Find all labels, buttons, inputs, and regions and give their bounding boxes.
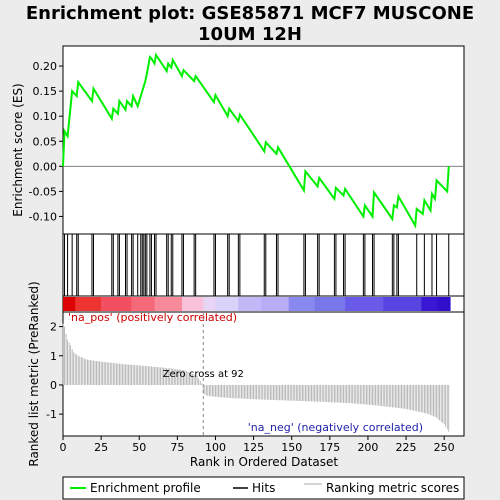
es-y-tick-label: 0.15 [33,85,58,98]
ranked-x-ticks: 0 25 50 75 100 125 150 175 200 225 250 [60,436,455,454]
zero-cross-label: Zero cross at 92 [163,369,244,380]
heatbar-cell [101,297,132,311]
x-tick-label: 250 [434,441,455,454]
heatbar-cell [215,297,239,311]
ranked-y-axis-label: Ranked list metric (PreRanked) [27,281,41,466]
negative-correlation-label: 'na_neg' (negatively correlated) [248,421,423,434]
heatbar-cell [203,297,216,311]
es-y-tick-label: 0.05 [33,135,58,148]
legend-label-ranking: Ranking metric scores [326,481,459,495]
legend: Enrichment profile Hits Ranking metric s… [62,476,465,500]
legend-label-hits: Hits [252,481,275,495]
hits-panel [62,233,465,297]
hits-plot-area [62,233,465,297]
es-y-axis-label: Enrichment score (ES) [11,83,25,216]
x-axis-label: Rank in Ordered Dataset [190,455,338,469]
heatbar-cell [288,297,315,311]
es-y-tick-label: -0.05 [29,185,57,198]
legend-frame [62,476,465,500]
enrichment-profile-line [62,52,450,229]
heatbar-cell [421,297,437,311]
chart-title-line2: 10UM 12H [198,24,302,45]
heatbar-cell [436,297,451,311]
ranked-plot-area [62,311,465,437]
heatbar-cell [238,297,262,311]
x-tick-label: 125 [243,441,264,454]
hit-lines [64,234,450,296]
ranked-y-tick-label: 0 [50,379,57,392]
x-tick-label: 100 [205,441,226,454]
legend-label-enrichment: Enrichment profile [90,481,201,495]
heatbar-cell [63,297,76,311]
x-tick-label: 225 [396,441,417,454]
heatbar-cell [154,297,183,311]
ranked-metric-bars [62,323,450,432]
es-panel: -0.10 -0.05 0.00 0.05 0.10 0.15 0.20 Enrichmen… [11,45,465,235]
heatbar-cells [63,297,451,311]
chart-title-line1: Enrichment plot: GSE85871 MCF7 MUSCONE [26,3,474,24]
ranked-y-ticks: -1 0 1 2 [46,321,63,421]
ranked-y-tick-label: -1 [46,408,57,421]
x-tick-label: 175 [319,441,340,454]
heatbar-cell [75,297,102,311]
ranked-y-tick-label: 1 [50,350,57,363]
es-y-tick-label: 0.00 [33,160,58,173]
es-y-ticks: -0.10 -0.05 0.00 0.05 0.10 0.15 0.20 [29,60,63,223]
heatbar-cell [131,297,155,311]
positive-correlation-label: 'na_pos' (positively correlated) [68,311,237,324]
es-y-tick-label: -0.10 [29,210,57,223]
x-tick-label: 50 [132,441,146,454]
ranked-metric-panel: -1 0 1 2 0 25 50 75 100 125 150 175 200 225 250 'na_p… [27,281,465,469]
x-tick-label: 200 [357,441,378,454]
heatbar-cell [314,297,346,311]
ranked-y-tick-label: 2 [50,321,57,334]
x-tick-label: 150 [281,441,302,454]
x-tick-label: 25 [94,441,108,454]
heatbar-cell [261,297,289,311]
es-y-tick-label: 0.10 [33,110,58,123]
x-tick-label: 0 [60,441,67,454]
heatbar-cell [383,297,422,311]
es-y-tick-label: 0.20 [33,60,58,73]
x-tick-label: 75 [170,441,184,454]
heatbar-cell [345,297,384,311]
rank-heatbar [62,295,465,313]
es-series [62,52,450,229]
heatbar-cell [181,297,204,311]
